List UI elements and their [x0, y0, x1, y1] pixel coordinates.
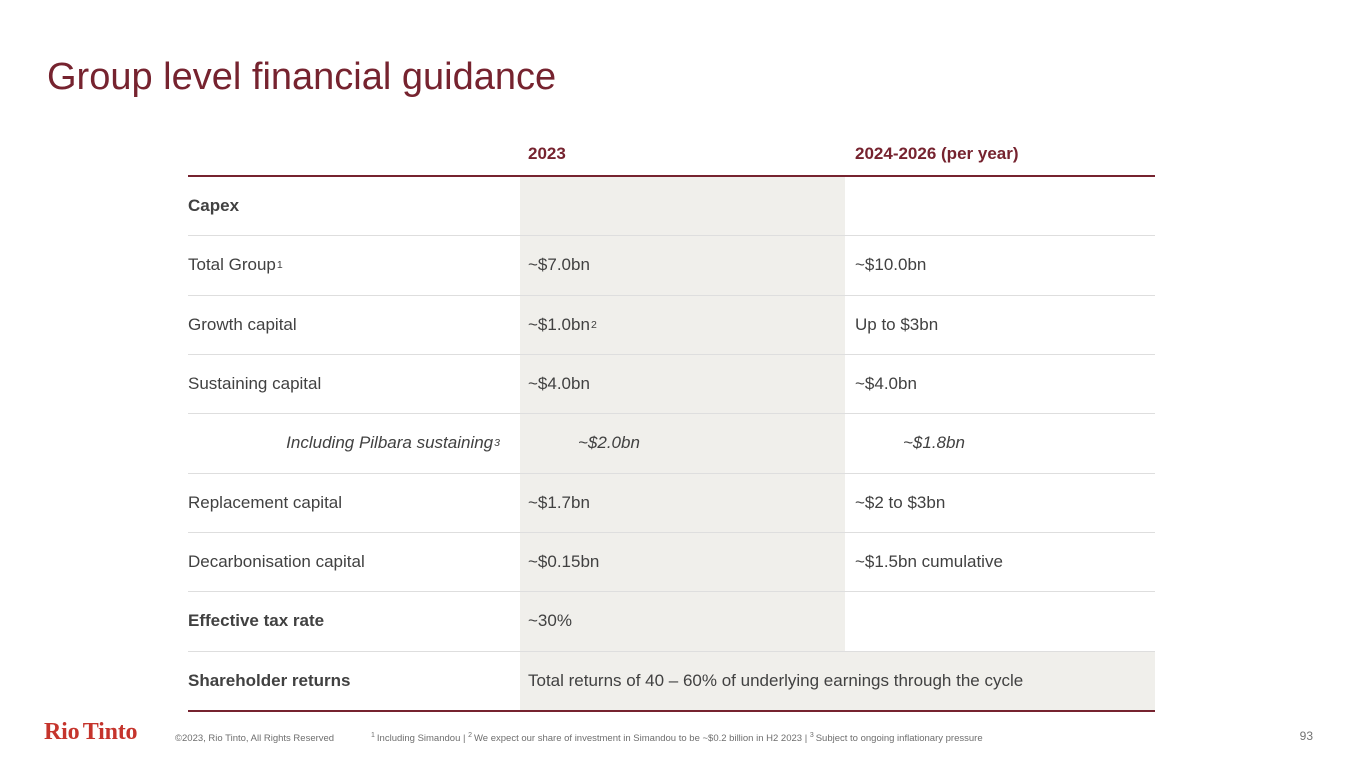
footnote-separator: |	[802, 733, 810, 744]
row-label: Effective tax rate	[188, 592, 520, 650]
footnote-3-text: Subject to ongoing inflationary pressure	[815, 733, 983, 744]
column-header-2023: 2023	[528, 143, 566, 163]
footnote-1-superscript: 1	[371, 731, 375, 739]
table-row-shareholder-returns: Shareholder returns Total returns of 40 …	[188, 651, 1155, 710]
cell-2024-2026-value: ~$4.0bn	[855, 374, 917, 394]
footnote-3-superscript: 3	[809, 731, 814, 739]
table-row-pilbara-sustaining: Including Pilbara sustaining 3 ~$2.0bn ~$…	[188, 414, 1155, 474]
footnote-2-superscript: 2	[468, 731, 473, 739]
cell-span-value: Total returns of 40 – 60% of underlying …	[528, 670, 1024, 690]
cell-2023: ~$0.15bn	[520, 532, 845, 592]
page-number: 93	[1299, 729, 1313, 743]
footnote-separator: |	[460, 733, 469, 744]
row-label-text: Total Group	[188, 255, 276, 275]
cell-2023	[520, 177, 845, 236]
row-label-text: Replacement capital	[188, 492, 343, 512]
table-header-row: 2023 2024-2026 (per year)	[188, 132, 1155, 177]
cell-2024-2026: ~$1.5bn cumulative	[845, 533, 1155, 591]
cell-2023-value: ~$0.15bn	[528, 552, 600, 572]
cell-2024-2026-value: Up to $3bn	[855, 314, 939, 334]
cell-2024-2026: ~$1.8bn	[845, 414, 1155, 472]
cell-2024-2026	[845, 592, 1155, 650]
cell-2024-2026: ~$2 to $3bn	[845, 474, 1155, 532]
cell-2023-value: ~$1.7bn	[528, 492, 590, 512]
row-label-text: Capex	[188, 196, 240, 216]
row-label: Growth capital	[188, 296, 520, 354]
footnotes: 1 Including Simandou | 2 We expect our sha…	[371, 731, 983, 744]
cell-2024-2026: ~$4.0bn	[845, 355, 1155, 413]
cell-2023-value: ~$2.0bn	[578, 433, 640, 453]
cell-2023-value: ~$4.0bn	[528, 374, 590, 394]
table-row-growth-capital: Growth capital ~$1.0bn 2 Up to $3bn	[188, 295, 1155, 355]
row-label: Shareholder returns	[188, 652, 520, 710]
row-label-text: Growth capital	[188, 314, 297, 334]
row-label: Sustaining capital	[188, 355, 520, 413]
rio-tinto-logo: Rio Tinto	[44, 719, 138, 745]
row-label-text: Shareholder returns	[188, 670, 351, 690]
cell-2023-value: ~$7.0bn	[528, 255, 590, 275]
cell-2023-value: ~$1.0bn	[528, 314, 590, 334]
table-row-total-group: Total Group 1 ~$7.0bn ~$10.0bn	[188, 236, 1155, 296]
cell-2023-value: ~30%	[528, 611, 572, 631]
table-row-decarbonisation-capital: Decarbonisation capital ~$0.15bn ~$1.5bn…	[188, 532, 1155, 593]
row-label: Total Group 1	[188, 255, 283, 275]
copyright-text: ©2023, Rio Tinto, All Rights Reserved	[175, 733, 335, 744]
column-header-2024-2026: 2024-2026 (per year)	[855, 143, 1019, 163]
cell-2023: ~30%	[520, 592, 845, 651]
row-label-text: Effective tax rate	[188, 611, 325, 631]
cell-shareholder-returns-value: Total returns of 40 – 60% of underlying …	[520, 651, 1155, 710]
row-label-text: Including Pilbara sustaining	[286, 433, 494, 453]
row-label-text: Decarbonisation capital	[188, 552, 365, 572]
cell-2024-2026	[845, 177, 1155, 235]
footnote-1-text: Including Simandou	[376, 733, 461, 744]
cell-2024-2026-value: ~$1.8bn	[903, 433, 965, 453]
table-row-effective-tax-rate: Effective tax rate ~30%	[188, 592, 1155, 652]
row-label: Replacement capital	[188, 474, 520, 532]
table-row-sustaining-capital: Sustaining capital ~$4.0bn ~$4.0bn	[188, 354, 1155, 415]
column-header-blank	[188, 132, 520, 175]
page-title: Group level financial guidance	[47, 56, 557, 98]
cell-2024-2026: ~$10.0bn	[845, 236, 1155, 294]
row-label: Capex	[188, 177, 520, 235]
row-label: Decarbonisation capital	[188, 533, 520, 591]
cell-2024-2026-value: ~$1.5bn cumulative	[855, 552, 1003, 572]
cell-2023: ~$1.0bn 2	[520, 295, 845, 354]
table-row-capex: Capex	[188, 177, 1155, 237]
cell-2024-2026-value: ~$2 to $3bn	[855, 492, 946, 512]
guidance-table: 2023 2024-2026 (per year) Capex Total Gr…	[188, 132, 1155, 712]
footnote-2-text: We expect our share of investment in Sim…	[474, 733, 803, 744]
cell-2023: ~$7.0bn	[520, 236, 845, 295]
table-row-replacement-capital: Replacement capital ~$1.7bn ~$2 to $3bn	[188, 473, 1155, 533]
row-label-text: Sustaining capital	[188, 374, 322, 394]
cell-2024-2026-value: ~$10.0bn	[855, 255, 927, 275]
row-label: Including Pilbara sustaining 3	[286, 433, 500, 453]
cell-2023: ~$4.0bn	[520, 354, 845, 414]
cell-2024-2026: Up to $3bn	[845, 296, 1155, 354]
cell-2023: ~$2.0bn	[520, 414, 845, 473]
cell-2023: ~$1.7bn	[520, 473, 845, 532]
